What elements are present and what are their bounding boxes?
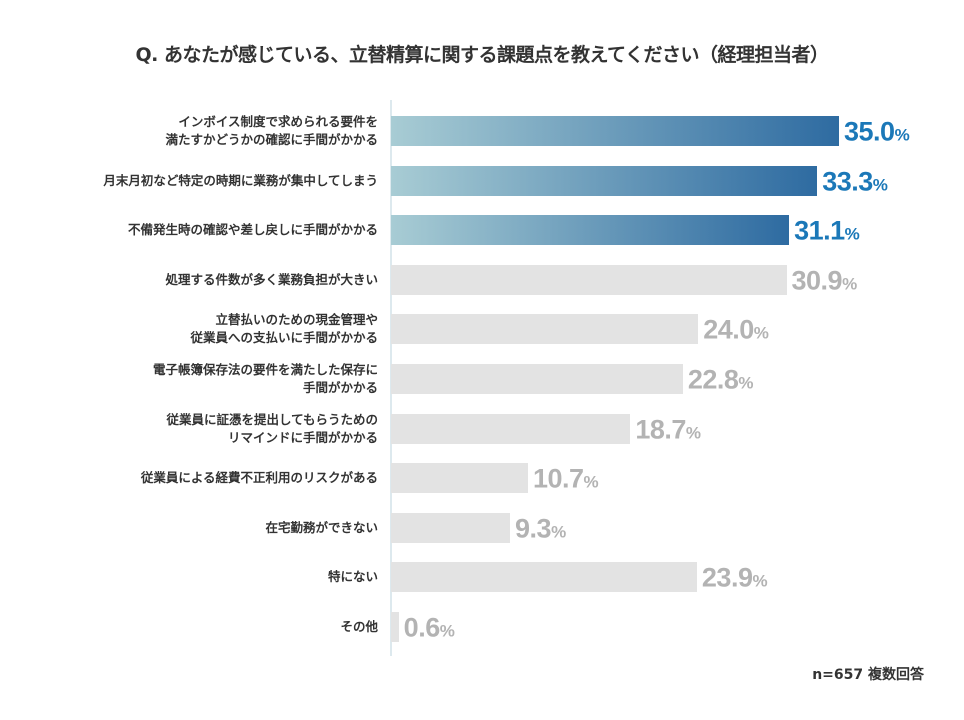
value-label: 35.0%	[844, 117, 910, 148]
category-label: その他	[340, 619, 378, 634]
value-number: 31.1	[794, 215, 845, 246]
bar	[391, 264, 787, 295]
category-label: 従業員による経費不正利用のリスクがある	[140, 470, 378, 486]
value-label: 18.7%	[635, 414, 701, 445]
category-label: 不備発生時の確認や差し戻しに手間がかかる	[127, 222, 378, 238]
category-label: インボイス制度で求められる要件を 満たすかどうかの確認に手間がかかる	[165, 114, 378, 147]
footnote: n=657 複数回答	[812, 667, 924, 683]
bar	[391, 413, 631, 444]
category-label: 処理する件数が多く業務負担が大きい	[165, 271, 378, 287]
value-number: 24.0	[703, 314, 754, 345]
value-number: 23.9	[701, 562, 753, 593]
value-label: 33.3%	[822, 166, 888, 197]
value-number: 0.6	[403, 612, 441, 643]
value-unit: %	[551, 522, 567, 542]
value-unit: %	[842, 274, 858, 294]
value-number: 33.3	[822, 166, 873, 197]
value-unit: %	[753, 323, 769, 343]
value-unit: %	[872, 175, 888, 195]
category-label: 従業員に証憑を提出してもらうための リマインドに手間がかかる	[166, 411, 378, 445]
category-label: 在宅勤務ができない	[265, 519, 378, 535]
value-number: 18.7	[635, 414, 686, 445]
chart-title: Q. あなたが感じている、立替精算に関する課題点を教えてください（経理担当者）	[135, 44, 829, 66]
value-label: 30.9%	[792, 265, 858, 296]
value-unit: %	[439, 621, 455, 641]
value-label: 10.7%	[533, 464, 599, 495]
value-number: 9.3	[515, 513, 552, 544]
category-label: 電子帳簿保存法の要件を満たした保存に 手間がかかる	[152, 362, 378, 395]
bar	[391, 314, 699, 345]
bar	[391, 463, 528, 494]
bar	[391, 116, 839, 146]
value-unit: %	[738, 373, 754, 393]
bar	[391, 165, 818, 196]
value-unit: %	[752, 571, 768, 591]
bar	[391, 364, 683, 394]
value-label: 23.9%	[702, 563, 768, 594]
value-number: 35.0	[844, 116, 895, 147]
bar	[391, 512, 511, 543]
value-unit: %	[844, 224, 860, 244]
value-unit: %	[894, 125, 910, 145]
bar	[391, 562, 697, 593]
value-number: 22.8	[687, 364, 739, 395]
value-label: 9.3%	[515, 513, 566, 544]
category-label: 月末月初など特定の時期に業務が集中してしまう	[103, 172, 378, 188]
value-label: 31.1%	[794, 216, 860, 247]
value-unit: %	[583, 472, 599, 492]
value-label: 24.0%	[703, 315, 769, 346]
value-number: 10.7	[532, 463, 584, 494]
value-label: 0.6%	[404, 613, 455, 644]
category-label: 特にない	[327, 569, 378, 585]
bar	[391, 215, 790, 246]
category-label: 立替払いのための現金管理や 従業員への支払いに手間がかかる	[190, 312, 378, 346]
value-label: 22.8%	[688, 365, 754, 396]
value-number: 30.9	[791, 265, 843, 296]
value-unit: %	[685, 423, 702, 443]
bar	[391, 612, 399, 642]
